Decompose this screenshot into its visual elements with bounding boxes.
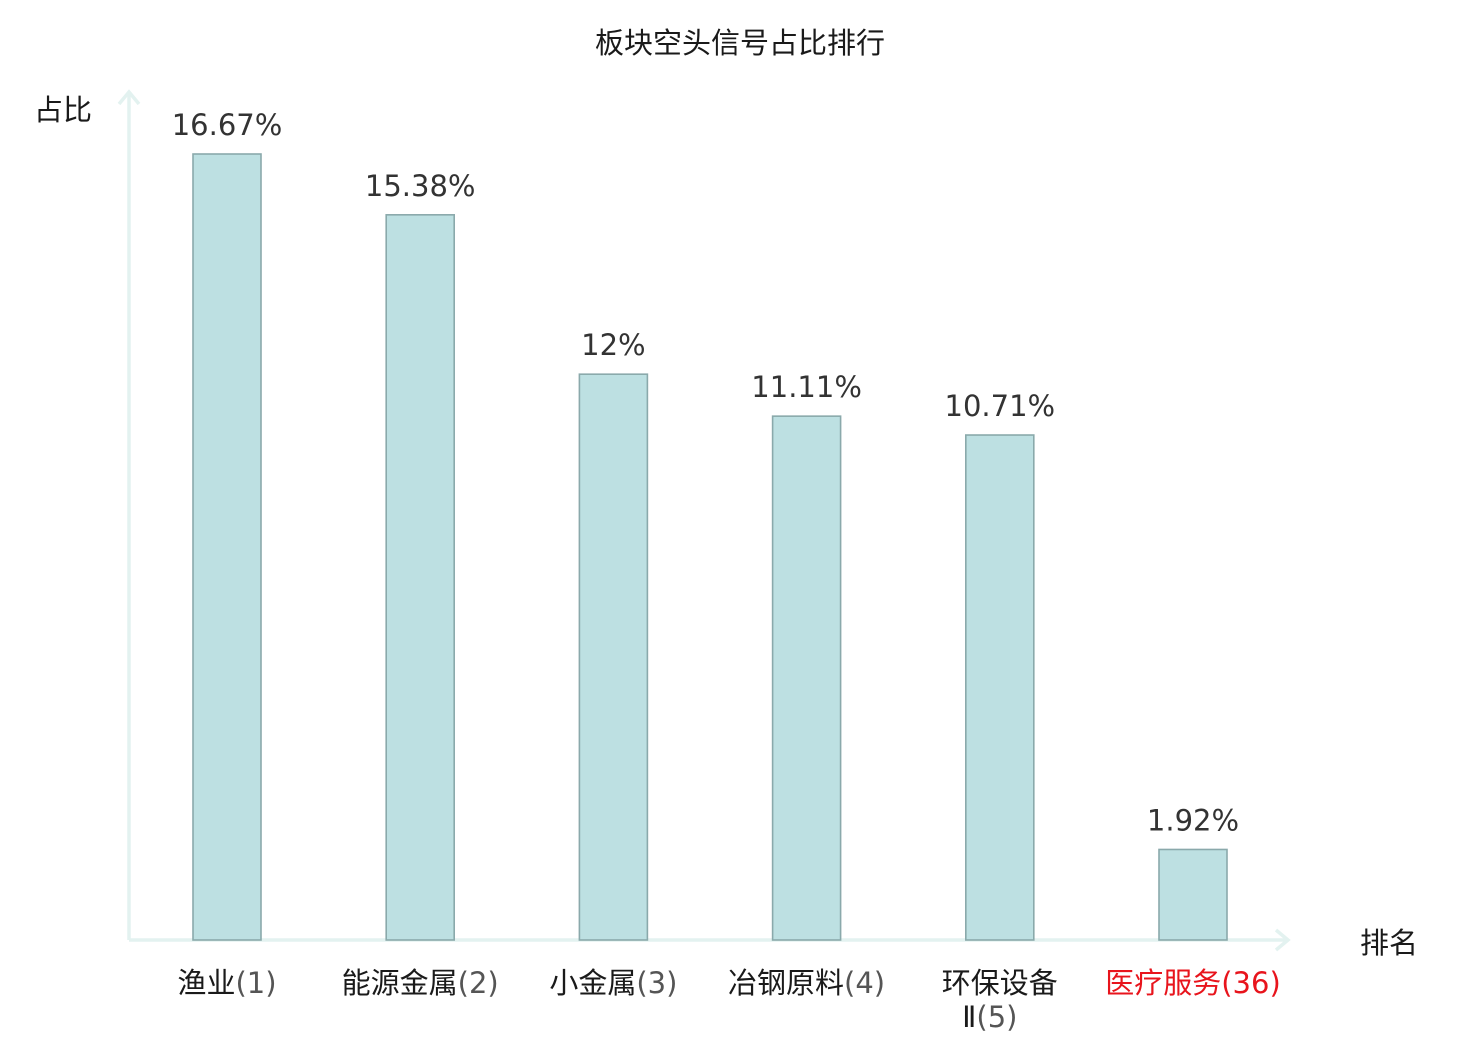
y-axis-arrow xyxy=(117,89,141,106)
bar-value-label: 16.67% xyxy=(172,108,283,142)
category-name: 环保设备 xyxy=(942,966,1058,1000)
category-tick-label: 环保设备 Ⅱ(5) xyxy=(942,966,1058,1034)
category-rank: (1) xyxy=(235,966,276,1000)
category-tick-label: 医疗服务(36) xyxy=(1105,966,1281,1000)
category-tick-label: 渔业(1) xyxy=(177,966,276,1000)
value-labels-group: 16.67% 15.38% 12% 11.11% 10.71% 1.92% xyxy=(172,108,1239,837)
category-tick-label: 冶钢原料(4) xyxy=(728,966,885,1000)
bar xyxy=(192,153,262,941)
category-name-line2: Ⅱ xyxy=(962,1000,976,1034)
category-tick-label: 能源金属(2) xyxy=(342,966,499,1000)
category-name: 渔业 xyxy=(177,966,235,1000)
category-rank: (3) xyxy=(636,966,677,1000)
bar-value-label: 11.11% xyxy=(751,370,862,404)
bar-value-label: 15.38% xyxy=(365,169,476,203)
category-name: 小金属 xyxy=(549,966,636,1000)
category-name: 医疗服务 xyxy=(1105,966,1221,1000)
x-axis-arrow xyxy=(1274,928,1291,952)
bars-group xyxy=(192,153,1228,941)
bar xyxy=(964,434,1035,941)
category-rank: (4) xyxy=(844,966,885,1000)
bar xyxy=(385,214,456,941)
category-rank: (5) xyxy=(976,1000,1017,1034)
bar-value-label: 12% xyxy=(581,328,645,362)
category-name: 冶钢原料 xyxy=(728,966,844,1000)
axes xyxy=(117,89,1291,952)
bar-value-label: 1.92% xyxy=(1147,803,1239,837)
category-rank: (36) xyxy=(1221,966,1281,1000)
bar xyxy=(578,373,649,941)
category-name: 能源金属 xyxy=(342,966,458,1000)
bar-value-label: 10.71% xyxy=(945,389,1056,423)
bar xyxy=(771,415,842,941)
category-labels-group: 渔业(1) 能源金属(2) 小金属(3) 冶钢原料(4) 环保设备 Ⅱ(5) 医疗服务(36… xyxy=(177,966,1280,1034)
x-axis-label: 排名 xyxy=(1360,926,1418,960)
category-rank: (2) xyxy=(458,966,499,1000)
chart-title: 板块空头信号占比排行 xyxy=(595,26,885,60)
y-axis-label: 占比 xyxy=(34,93,92,127)
bar xyxy=(1158,848,1228,941)
category-tick-label: 小金属(3) xyxy=(549,966,677,1000)
